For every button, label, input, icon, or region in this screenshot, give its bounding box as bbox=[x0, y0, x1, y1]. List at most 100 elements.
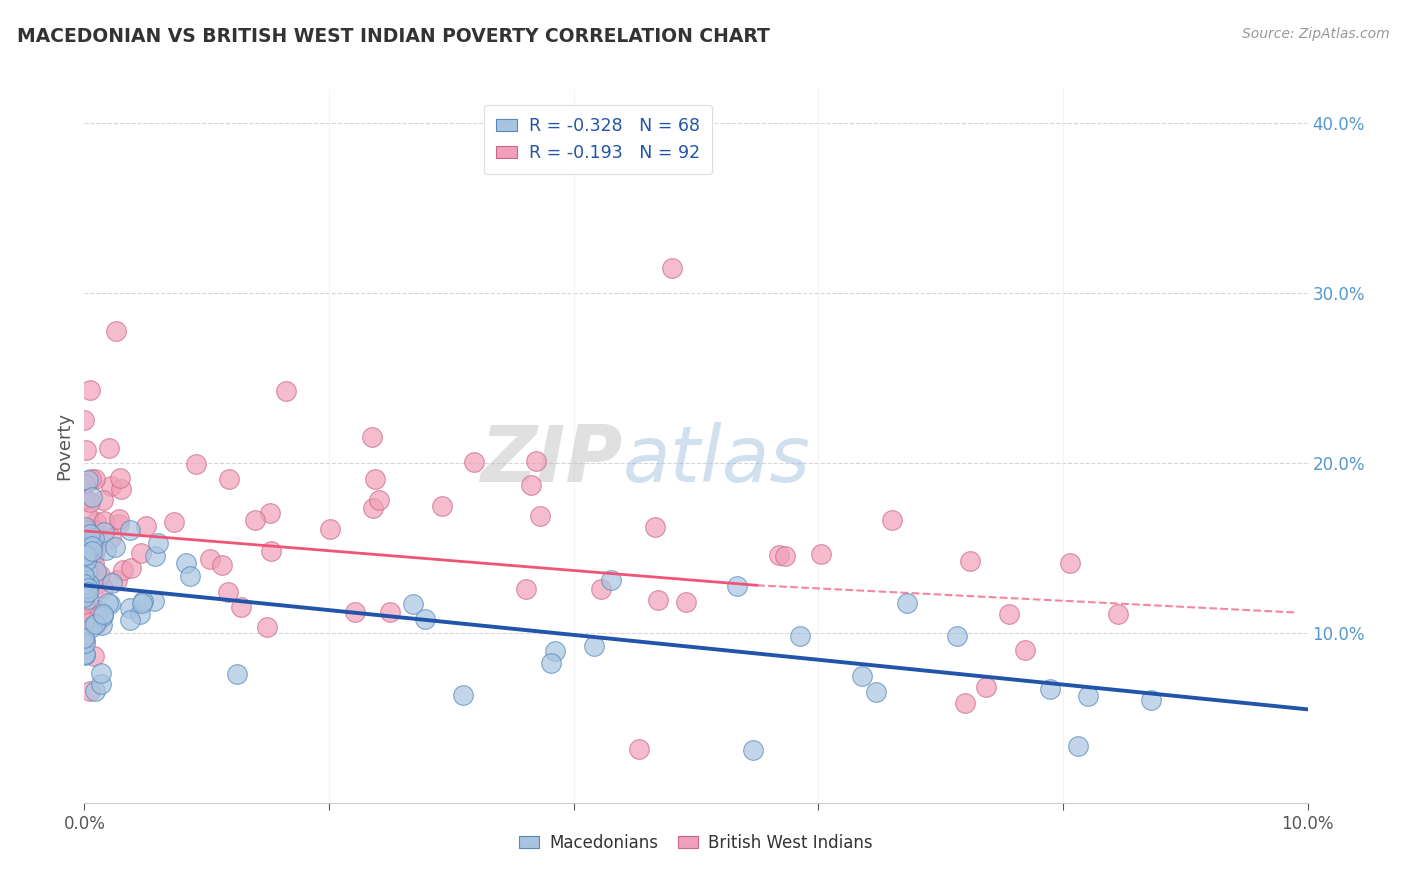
Point bbox=[1014, 642, 1036, 657]
Point bbox=[176, 556, 198, 570]
Point bbox=[108, 517, 131, 532]
Point bbox=[73, 636, 96, 650]
Point bbox=[98, 442, 121, 456]
Point bbox=[91, 609, 114, 624]
Point bbox=[131, 546, 153, 560]
Point bbox=[361, 430, 384, 444]
Point bbox=[361, 500, 384, 515]
Point bbox=[83, 472, 105, 486]
Point bbox=[73, 569, 96, 583]
Point bbox=[1038, 681, 1060, 696]
Point bbox=[589, 582, 612, 596]
Point bbox=[84, 515, 107, 529]
Text: atlas: atlas bbox=[623, 422, 810, 499]
Point bbox=[129, 607, 152, 621]
Point bbox=[120, 561, 142, 575]
Point bbox=[75, 647, 97, 661]
Point bbox=[79, 472, 101, 486]
Point bbox=[89, 568, 111, 582]
Point bbox=[79, 683, 101, 698]
Point bbox=[93, 514, 115, 528]
Point bbox=[198, 552, 221, 566]
Y-axis label: Poverty: Poverty bbox=[55, 412, 73, 480]
Point bbox=[1059, 556, 1081, 570]
Point bbox=[773, 549, 796, 563]
Point bbox=[432, 499, 454, 513]
Point bbox=[76, 560, 98, 574]
Point bbox=[256, 620, 278, 634]
Point bbox=[865, 685, 887, 699]
Point bbox=[73, 491, 96, 506]
Point bbox=[75, 541, 97, 555]
Point bbox=[91, 492, 114, 507]
Point bbox=[79, 383, 101, 397]
Point bbox=[1139, 693, 1161, 707]
Point bbox=[100, 532, 122, 546]
Point bbox=[162, 516, 184, 530]
Point bbox=[118, 523, 141, 537]
Point bbox=[1107, 607, 1129, 621]
Point bbox=[344, 605, 367, 619]
Point bbox=[946, 629, 969, 643]
Point bbox=[73, 590, 96, 604]
Point bbox=[75, 554, 97, 568]
Point bbox=[211, 558, 233, 572]
Point bbox=[83, 557, 105, 571]
Point bbox=[882, 513, 904, 527]
Point bbox=[73, 523, 96, 537]
Point bbox=[998, 607, 1021, 622]
Point bbox=[259, 507, 281, 521]
Point bbox=[142, 594, 165, 608]
Point bbox=[364, 472, 387, 486]
Point bbox=[143, 549, 166, 563]
Point bbox=[91, 581, 114, 595]
Point bbox=[524, 454, 547, 468]
Point bbox=[644, 520, 666, 534]
Point bbox=[742, 743, 765, 757]
Point bbox=[260, 544, 283, 558]
Point bbox=[101, 576, 124, 591]
Point bbox=[90, 665, 112, 680]
Point bbox=[118, 613, 141, 627]
Point bbox=[243, 513, 266, 527]
Point bbox=[76, 585, 98, 599]
Point bbox=[79, 527, 101, 541]
Point bbox=[529, 508, 551, 523]
Point bbox=[451, 688, 474, 702]
Point bbox=[87, 571, 110, 585]
Point bbox=[647, 592, 669, 607]
Point bbox=[84, 617, 107, 632]
Point bbox=[100, 479, 122, 493]
Point bbox=[82, 523, 104, 537]
Point bbox=[120, 601, 142, 615]
Point bbox=[955, 696, 977, 710]
Point bbox=[82, 544, 104, 558]
Point bbox=[600, 574, 623, 588]
Point bbox=[76, 565, 98, 579]
Point bbox=[91, 618, 114, 632]
Point bbox=[217, 585, 239, 599]
Point bbox=[810, 548, 832, 562]
Point bbox=[73, 548, 96, 562]
Point bbox=[91, 607, 114, 621]
Point bbox=[544, 644, 567, 658]
Point bbox=[93, 525, 115, 540]
Point bbox=[73, 614, 96, 628]
Text: Source: ZipAtlas.com: Source: ZipAtlas.com bbox=[1241, 27, 1389, 41]
Point bbox=[225, 667, 247, 681]
Point bbox=[519, 478, 541, 492]
Point bbox=[768, 548, 790, 562]
Point bbox=[675, 595, 697, 609]
Point bbox=[86, 541, 108, 556]
Point bbox=[540, 656, 562, 670]
Point bbox=[87, 603, 110, 617]
Point bbox=[378, 605, 401, 619]
Point bbox=[104, 540, 127, 554]
Point bbox=[318, 522, 340, 536]
Point bbox=[73, 648, 96, 662]
Point bbox=[515, 582, 537, 596]
Point bbox=[98, 597, 121, 611]
Point bbox=[76, 549, 98, 563]
Point bbox=[108, 512, 131, 526]
Point bbox=[1077, 689, 1099, 703]
